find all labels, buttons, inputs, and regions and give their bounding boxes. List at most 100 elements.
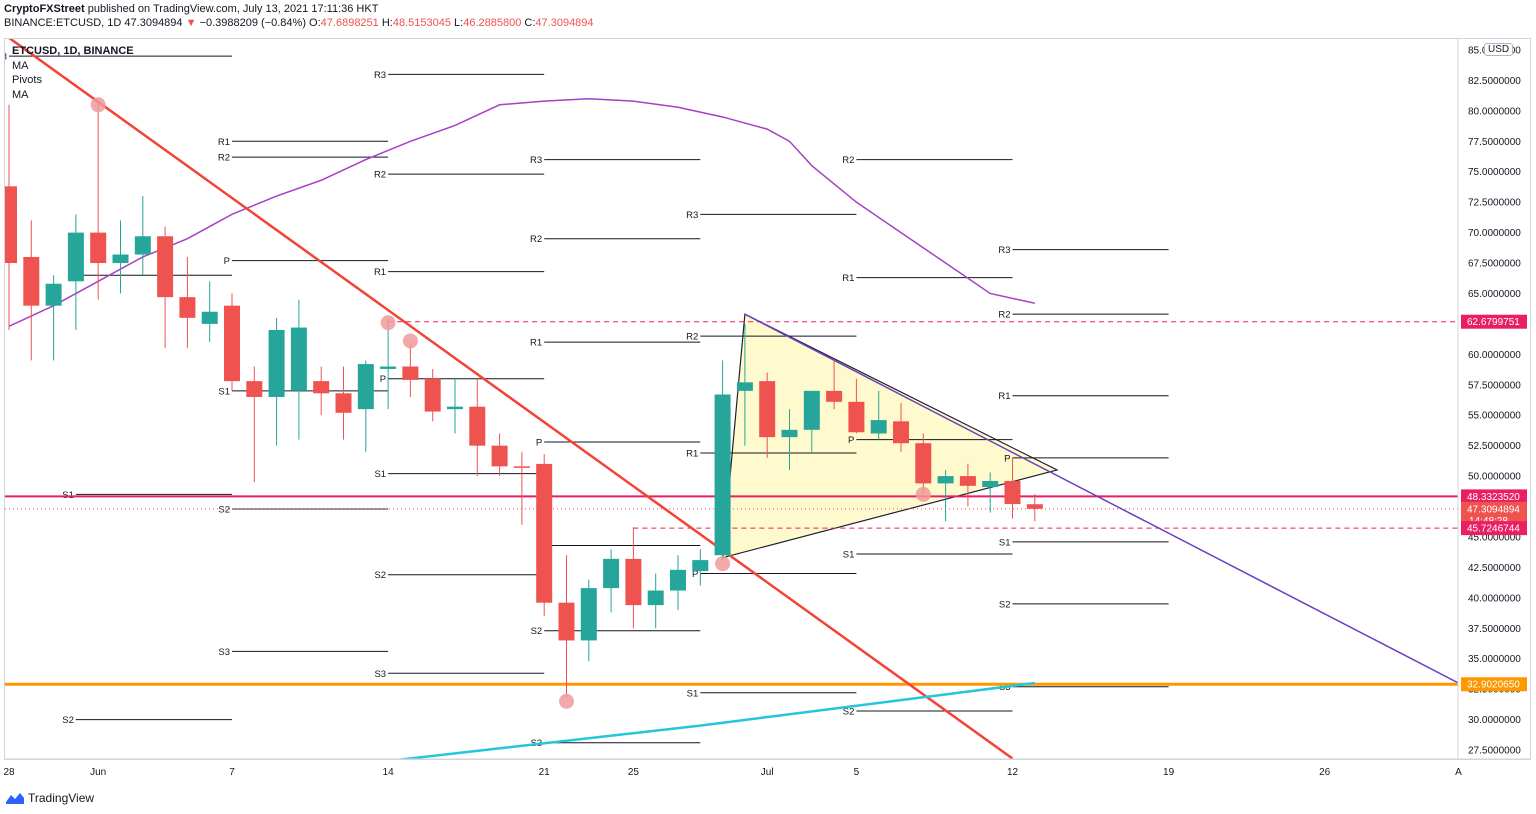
y-tick-label: 57.5000000 [1468,380,1521,391]
candle-down [424,378,441,412]
y-tick-label: 70.0000000 [1468,228,1521,239]
cyan-uptrend-line [394,681,1035,759]
candle-up [380,366,397,369]
pivot-label-p: P [224,256,230,267]
close-value: 47.3094894 [535,17,594,29]
pivot-label-r2: R2 [218,153,230,164]
support-dashed-tag [1461,521,1527,536]
x-tick-label: 7 [229,767,235,778]
open-label: O: [309,17,321,29]
purple-downtrend-line [744,313,1458,684]
pivot-label-p: P [848,435,854,446]
pivot-label-s2: S2 [999,599,1011,610]
x-tick-label: 5 [854,767,860,778]
pivot-label-s2: S2 [374,570,386,581]
candle-up [580,588,597,641]
footer-brand: TradingView [6,791,94,805]
legend-ma-2[interactable]: MA [12,88,29,101]
pivot-label-s1: S1 [62,490,74,501]
orange-support-tag-label: 32.9020650 [1467,680,1520,691]
y-tick-label: 72.5000000 [1468,198,1521,209]
support-line-tag-label: 48.3323520 [1467,492,1520,503]
touch-point-marker [402,333,418,349]
plot-area: R3R1R2PS1S2S3S1S2PR3R2R1PS1S2S3R3R2R1PSS… [0,39,1458,759]
candle-down [23,256,40,306]
support-dashed-tag-label: 45.7246744 [1467,524,1520,535]
candle-down [246,381,263,397]
x-tick-label: 14 [383,767,395,778]
candle-down [1004,480,1021,505]
x-tick-label: Jul [761,767,774,778]
y-tick-label: 75.0000000 [1468,167,1521,178]
low-value: 46.2885800 [463,17,522,29]
pivot-label-r2: R2 [686,332,698,343]
touch-point-marker [559,693,574,709]
pivot-label-s1: S1 [999,537,1011,548]
candle-down [625,558,642,606]
y-tick-label: 37.5000000 [1468,624,1521,635]
x-tick-label: 12 [1007,767,1019,778]
pivot-label-s2: S2 [218,504,230,515]
pivot-label-s2: S2 [843,707,855,718]
pivot-label-r2: R2 [530,234,542,245]
y-tick-label: 82.5000000 [1468,76,1521,87]
candle-down [402,366,419,380]
y-tick-label: 80.0000000 [1468,106,1521,117]
chart-legend: ETCUSD, 1D, BINANCE MA Pivots MA [12,44,134,102]
candle-up [201,311,218,324]
y-tick-label: 67.5000000 [1468,259,1521,270]
moving-average-line [8,97,1035,328]
low-label: L: [454,17,464,29]
price-change: −0.3988209 (−0.84%) [199,17,306,29]
candle-up [670,569,686,591]
pivot-label-r1: R1 [374,267,386,278]
candle-up [937,476,954,484]
y-tick-label: 50.0000000 [1468,472,1521,483]
symbol-label: BINANCE:ETCUSD, 1D [4,17,122,29]
open-value: 47.6898251 [320,17,379,29]
current-price-tag-label: 47.3094894 [1467,504,1520,515]
candle-down [536,463,553,603]
pivot-label-s2: S2 [62,715,74,726]
candle-down [491,445,508,467]
candle-down [513,466,530,468]
currency-badge[interactable]: USD [1484,43,1514,56]
pivot-label-r1: R1 [842,273,854,284]
pivot-label-r1: R1 [218,137,230,148]
author-name: CryptoFXStreet [4,3,85,15]
candle-down [893,421,909,444]
y-tick-label: 52.5000000 [1468,441,1521,452]
candle-down [1026,504,1043,509]
pivot-label-r3: R3 [686,210,698,221]
x-tick-label: 26 [1319,767,1331,778]
pivot-label-r3: R3 [998,245,1010,256]
pivot-label-r3: R3 [0,52,7,63]
x-tick-label: 19 [1163,767,1175,778]
pivot-label-s1: S1 [374,469,386,480]
candle-up [692,560,709,572]
candle-down [848,401,865,433]
candle-down [224,305,240,382]
candle-up [736,382,753,391]
candle-down [157,236,174,298]
y-tick-label: 40.0000000 [1468,593,1521,604]
pivot-label-p: P [536,438,542,449]
candle-down [90,232,107,264]
legend-ma[interactable]: MA [12,59,29,72]
pivot-label-s3: S3 [218,647,230,658]
candle-up [982,480,999,488]
pivot-label-s2: S2 [531,626,543,637]
legend-symbol[interactable]: ETCUSD, 1D, BINANCE [12,45,134,57]
legend-pivots[interactable]: Pivots [12,74,42,86]
y-tick-label: 35.0000000 [1468,654,1521,665]
touch-point-marker [90,97,106,113]
x-tick-label: 28 [3,767,15,778]
pivot-label-r2: R2 [998,310,1010,321]
pivot-label-r2: R2 [374,170,386,181]
pivot-label-s1: S1 [218,386,230,397]
high-value: 48.5153045 [392,17,451,29]
ohlc-bar: BINANCE:ETCUSD, 1D 47.3094894 ▼ −0.39882… [4,17,594,29]
x-tick-label: A [1455,767,1462,778]
x-tick-label: Jun [90,767,106,778]
